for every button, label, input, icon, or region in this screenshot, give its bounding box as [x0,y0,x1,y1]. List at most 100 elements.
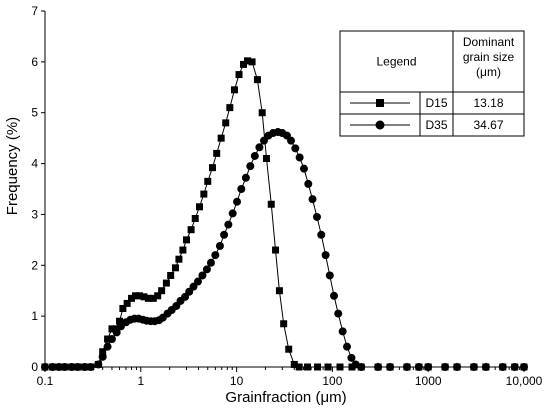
data-point [187,226,195,234]
y-tick-label: 6 [31,55,38,69]
data-point [119,305,127,313]
data-point [179,246,187,254]
data-point [191,214,199,222]
data-point [116,317,124,325]
data-point [239,60,247,68]
data-point [314,363,322,371]
data-point [348,363,356,371]
data-point [330,291,339,300]
data-point [262,154,270,162]
data-point [357,363,366,371]
legend-series-value: 34.67 [473,118,503,132]
data-point [200,190,208,198]
data-point [131,292,139,300]
data-point [196,203,204,211]
data-point [67,363,76,371]
data-point [154,292,162,300]
data-point [312,212,321,221]
data-point [213,149,221,157]
y-tick-label: 0 [31,360,38,374]
data-point [54,363,63,371]
data-point [334,309,343,318]
data-point [498,363,507,371]
data-point [402,363,411,371]
legend-table: Legend Dominant grain size (μm) D15 13.18 D35 3… [339,30,525,137]
data-point [280,320,288,328]
data-point [224,220,233,229]
data-point [510,363,519,371]
data-point [202,265,211,274]
data-point [183,236,191,244]
data-point [235,71,243,79]
data-point [108,325,116,333]
data-point [94,360,103,369]
data-point [250,151,259,160]
data-point [222,119,230,127]
data-point [220,230,229,239]
data-point [149,294,157,302]
y-tick-label: 4 [31,157,38,171]
x-tick-label: 10 [230,374,244,388]
data-point [424,363,433,371]
x-axis-title: Grainfraction (μm) [225,389,346,406]
y-tick-label: 7 [31,4,38,18]
data-point [441,363,450,371]
data-point [198,271,207,280]
legend-header-label: Legend [376,55,416,69]
data-point [520,363,528,371]
data-point [324,363,332,371]
data-point [140,293,148,301]
data-point [215,241,224,250]
data-point [175,255,183,263]
data-point [336,363,344,371]
data-point [206,258,215,267]
legend-series-value: 13.18 [473,96,503,110]
data-point [171,264,179,272]
series-d35 [41,128,528,371]
data-point [98,352,107,361]
data-point [228,209,237,218]
data-point [237,185,246,193]
legend-square-marker [376,99,384,107]
y-tick-label: 2 [31,258,38,272]
data-point [86,363,95,371]
data-point [244,57,252,65]
data-point [347,353,356,362]
data-point [230,86,238,94]
axes: 0 1 2 3 4 5 6 7 0.1 1 10 100 1000 10,000 [31,4,542,388]
data-point [287,136,296,145]
legend-circle-marker [375,120,385,130]
data-point [258,109,266,117]
data-point [255,143,264,152]
data-point [290,360,298,368]
data-point [338,327,347,336]
data-point [104,335,112,343]
data-point [217,134,225,142]
data-point [304,179,313,188]
data-point [211,251,220,260]
data-point [80,363,89,371]
data-point [167,271,175,279]
data-point [233,197,242,206]
data-point [226,104,234,112]
data-point [374,363,383,371]
data-point [342,342,351,351]
data-point [103,342,112,351]
data-point [41,363,49,371]
y-axis-title: Frequency (%) [4,117,21,215]
data-point [136,292,144,300]
data-point [414,363,423,371]
x-tick-label: 10,000 [506,374,543,388]
data-point [299,164,308,173]
data-point [246,162,255,171]
data-point [208,164,216,172]
data-point [73,363,82,371]
data-point [275,287,283,295]
data-point [291,144,300,153]
data-point [295,153,304,162]
data-point [241,173,250,182]
data-point [304,363,312,371]
data-point [253,76,261,84]
data-point [453,363,462,371]
